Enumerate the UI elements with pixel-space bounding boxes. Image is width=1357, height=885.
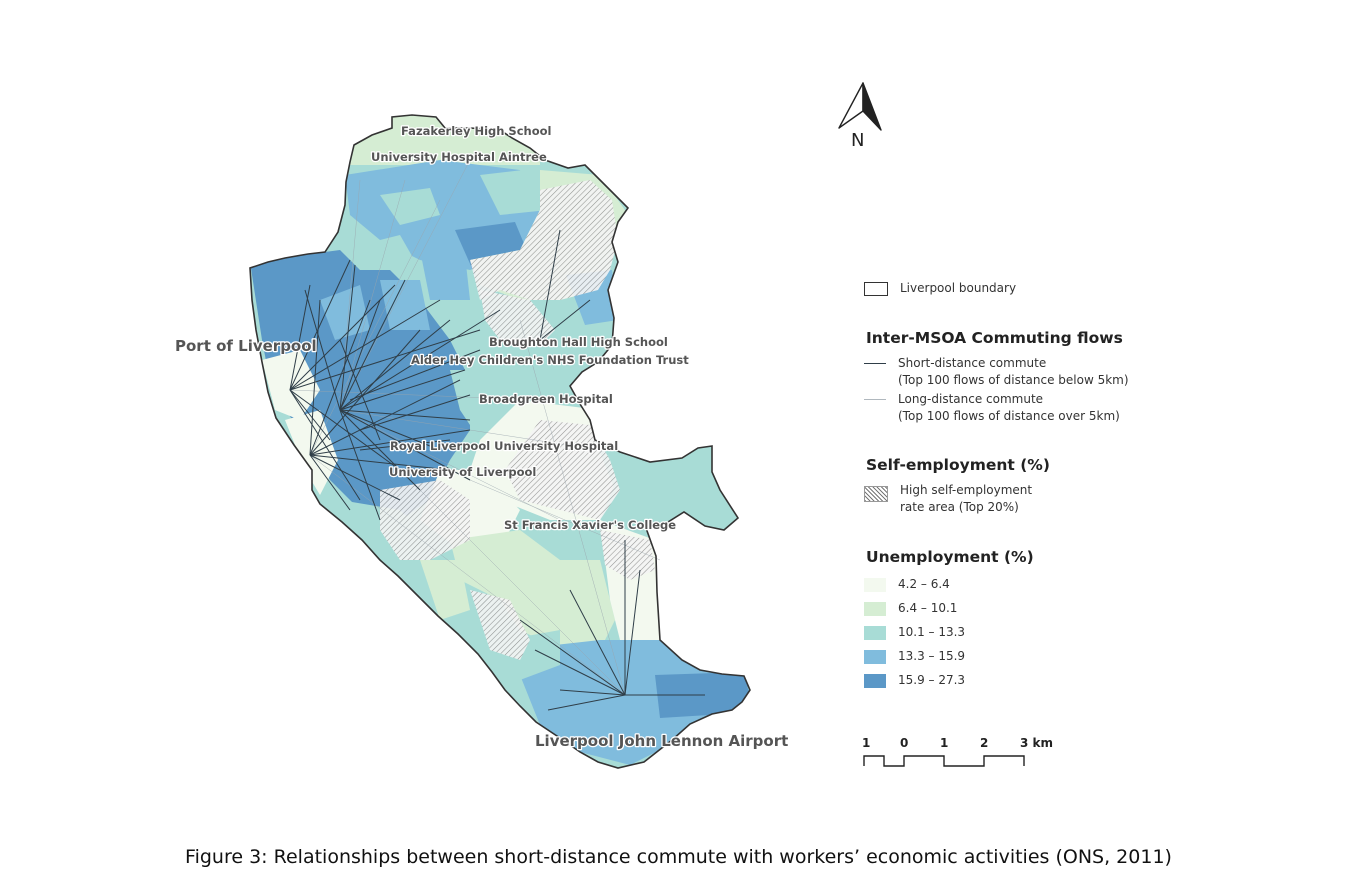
label-aintree: University Hospital Aintree [371,150,547,164]
label-royal-liverpool: Royal Liverpool University Hospital [390,439,618,453]
legend-flows-heading: Inter-MSOA Commuting flows [866,329,1123,347]
legend-long-sublabel: (Top 100 flows of distance over 5km) [898,409,1120,423]
class-label: 6.4 – 10.1 [898,601,958,615]
legend-long-row: Long-distance commute (Top 100 flows of … [864,391,1120,425]
legend-class-row: 6.4 – 10.1 [864,600,957,617]
north-arrow-icon: N [838,82,882,151]
legend-boundary-label: Liverpool boundary [900,281,1017,295]
long-commute-swatch [864,399,886,400]
legend-self-label: High self-employment [900,483,1033,497]
legend-boundary-row: Liverpool boundary [864,280,1016,297]
short-commute-swatch [864,363,886,364]
label-broughton-hall: Broughton Hall High School [489,335,668,349]
scale-label: 3 km [1020,736,1054,750]
legend-self-row: High self-employment rate area (Top 20%) [864,482,1032,516]
label-st-francis-xavier: St Francis Xavier's College [504,518,676,532]
class-label: 10.1 – 13.3 [898,625,966,639]
boundary-swatch [864,281,888,296]
self-employment-hatch [380,180,655,660]
legend-short-sublabel: (Top 100 flows of distance below 5km) [898,373,1129,387]
short-distance-flows [289,229,705,711]
class-swatch [864,649,886,664]
class-label: 13.3 – 15.9 [898,649,966,663]
class-label: 15.9 – 27.3 [898,673,966,687]
legend-class-row: 15.9 – 27.3 [864,672,965,689]
class-swatch [864,673,886,688]
label-broadgreen: Broadgreen Hospital [479,392,613,406]
scale-bar-graphic [863,755,1025,767]
legend-class-row: 4.2 – 6.4 [864,576,950,593]
class-swatch [864,601,886,616]
label-alder-hey: Alder Hey Children's NHS Foundation Trus… [411,353,689,367]
label-john-lennon-airport: Liverpool John Lennon Airport [535,732,788,750]
legend-self-employment-heading: Self-employment (%) [866,456,1050,474]
scale-label: 1 [862,736,871,750]
scale-label: 0 [900,736,909,750]
legend-unemployment-heading: Unemployment (%) [866,548,1034,566]
legend-short-row: Short-distance commute (Top 100 flows of… [864,355,1129,389]
label-university-of-liverpool: University of Liverpool [389,465,536,479]
legend-self-sublabel: rate area (Top 20%) [900,500,1019,514]
legend-class-row: 10.1 – 13.3 [864,624,965,641]
scale-label: 2 [980,736,989,750]
legend-class-row: 13.3 – 15.9 [864,648,965,665]
north-label: N [851,130,864,151]
scale-label: 1 [940,736,949,750]
label-fazakerley: Fazakerley High School [401,124,551,138]
self-employment-swatch [864,486,888,502]
label-port-of-liverpool: Port of Liverpool [175,337,317,355]
scale-bar: 1 0 1 2 3 km [862,736,1082,776]
figure-caption: Figure 3: Relationships between short-di… [185,846,1172,868]
class-swatch [864,625,886,640]
legend-long-label: Long-distance commute [898,392,1044,406]
legend-short-label: Short-distance commute [898,356,1047,370]
class-swatch [864,577,886,592]
class-label: 4.2 – 6.4 [898,577,950,591]
